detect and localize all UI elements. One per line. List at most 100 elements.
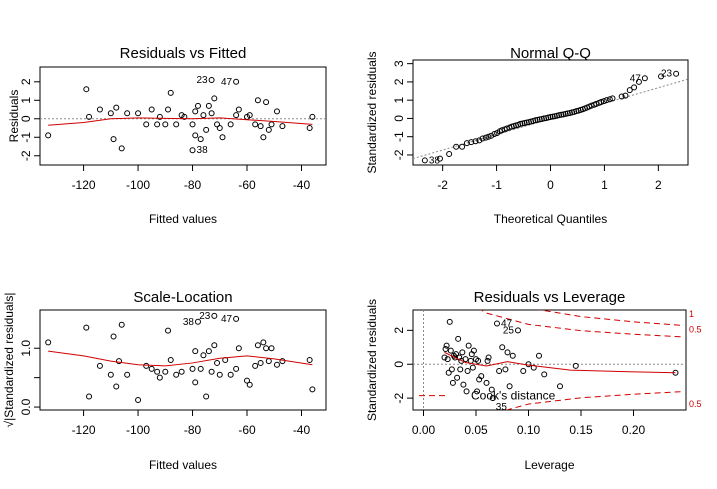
data-point [192, 379, 199, 386]
data-point [214, 359, 221, 366]
data-point [219, 134, 226, 141]
y-tick-label: 0 [19, 115, 33, 122]
data-point [257, 123, 264, 130]
data-point [641, 75, 648, 82]
x-tick-label: -40 [293, 423, 311, 437]
data-point [622, 92, 629, 99]
data-point [609, 95, 616, 102]
data-point [178, 368, 185, 375]
data-point [200, 112, 207, 119]
data-point [211, 312, 218, 319]
data-point [472, 138, 479, 145]
data-point [124, 371, 131, 378]
data-point [115, 358, 122, 365]
data-point [475, 357, 482, 364]
x-tick-label: 0.05 [464, 423, 488, 437]
data-point [211, 95, 218, 102]
data-point [515, 327, 521, 334]
y-tick-label: 0 [392, 115, 406, 122]
data-point [536, 116, 543, 123]
data-point [265, 126, 272, 133]
data-point [484, 357, 491, 364]
data-point [167, 357, 174, 363]
plot-frame [39, 66, 327, 166]
panel-title: Scale-Location [133, 289, 232, 306]
data-point [452, 354, 458, 361]
x-tick-label: -80 [184, 423, 202, 437]
point-label: 47 [221, 314, 233, 325]
data-point [260, 339, 267, 346]
data-point [436, 155, 443, 162]
data-point [211, 342, 218, 349]
data-point [306, 357, 313, 363]
data-point [233, 78, 240, 85]
data-point [557, 383, 563, 390]
data-point [449, 379, 456, 386]
data-point [421, 157, 428, 164]
data-point [45, 132, 52, 139]
data-point [658, 73, 665, 80]
data-point [536, 352, 542, 359]
data-point [457, 366, 464, 373]
y-axis-label: Standardized residuals [365, 299, 379, 421]
data-point [83, 86, 90, 93]
cook-level-label: 1 [689, 309, 694, 319]
data-point [197, 136, 204, 143]
y-tick-label: -2 [392, 392, 406, 403]
data-point [479, 135, 486, 142]
smoother-line [48, 350, 313, 367]
data-point [96, 106, 103, 113]
point-label: 47 [221, 77, 233, 88]
data-point [464, 368, 471, 375]
point-label: 47 [501, 319, 513, 330]
y-tick-label: 2 [392, 327, 406, 334]
data-point [124, 110, 131, 117]
data-point [462, 356, 469, 363]
data-point [156, 113, 163, 120]
data-point [564, 110, 571, 117]
data-point [530, 364, 537, 371]
smoother-line [48, 117, 313, 126]
cook-distance-curve [480, 310, 681, 338]
data-point [192, 108, 199, 115]
data-point [673, 70, 680, 77]
cook-level-label: 0.5 [689, 399, 702, 409]
y-axis-label: √|Standardized residuals| [2, 293, 16, 428]
data-point [162, 368, 169, 375]
data-point [244, 377, 251, 384]
data-point [556, 112, 563, 119]
data-point [254, 342, 261, 349]
data-point [474, 388, 481, 395]
data-point [45, 339, 52, 346]
data-point [494, 320, 500, 327]
x-tick-label: 0.15 [569, 423, 593, 437]
x-axis-label: Theoretical Quantiles [494, 212, 607, 226]
data-point [162, 121, 169, 128]
data-point [257, 359, 264, 366]
point-label: 23 [661, 69, 673, 80]
data-point [233, 315, 240, 322]
data-point [444, 356, 451, 363]
data-point [208, 368, 215, 375]
data-point [453, 351, 460, 358]
data-point [148, 106, 155, 113]
point-label: 38 [197, 145, 209, 156]
data-point [488, 132, 495, 139]
cook-distance-curve [537, 310, 681, 326]
data-point [635, 78, 642, 85]
data-point [309, 386, 316, 393]
data-point [96, 362, 103, 369]
data-point [631, 84, 638, 91]
data-point [189, 121, 196, 128]
data-point [496, 368, 503, 375]
data-point [205, 348, 212, 355]
data-point [448, 366, 455, 373]
data-point [107, 371, 114, 378]
x-tick-label: -100 [126, 423, 150, 437]
y-tick-label: -1 [392, 131, 406, 142]
data-point [154, 121, 161, 128]
data-point [113, 383, 120, 390]
data-point [626, 87, 633, 94]
data-point [216, 125, 223, 132]
data-point [489, 395, 496, 402]
